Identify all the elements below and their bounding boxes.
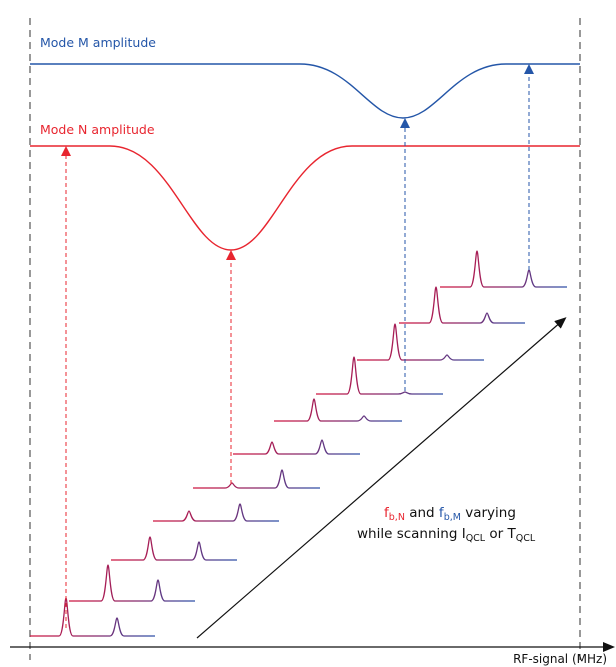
i-qcl-subscript: QCL bbox=[466, 533, 486, 544]
f-bn-symbol: f bbox=[384, 505, 390, 521]
f-bn-subscript: b,N bbox=[389, 512, 405, 523]
beat-note-spectrum-trace-2 bbox=[69, 564, 195, 602]
x-axis-label: RF-signal (MHz) bbox=[513, 652, 607, 666]
beat-note-spectrum-trace-3 bbox=[111, 536, 237, 561]
beat-note-spectrum-trace-11 bbox=[440, 250, 567, 288]
f-bm-subscript: b,M bbox=[444, 512, 461, 523]
mode-n-label: Mode N amplitude bbox=[40, 122, 155, 137]
scan-direction-arrow bbox=[196, 317, 567, 639]
mode-m-label: Mode M amplitude bbox=[40, 35, 156, 50]
varying-text: varying bbox=[461, 505, 516, 521]
beat-note-spectrum-trace-1 bbox=[30, 597, 155, 637]
beat-note-spectrum-trace-5 bbox=[193, 469, 320, 489]
f-bm-symbol: f bbox=[439, 505, 445, 521]
beat-note-spectrum-trace-10 bbox=[399, 286, 525, 324]
t-qcl-subscript: QCL bbox=[516, 533, 536, 544]
beat-note-spectrum-trace-7 bbox=[274, 398, 402, 422]
beat-note-spectrum-trace-8 bbox=[316, 356, 443, 395]
beat-note-spectra bbox=[30, 250, 567, 637]
mode-m-amplitude-curve bbox=[30, 63, 580, 119]
beat-note-spectrum-trace-6 bbox=[233, 439, 360, 455]
scanning-text: while scanning I bbox=[357, 526, 466, 542]
beat-note-spectrum-trace-4 bbox=[153, 503, 279, 522]
annotation-line-2: while scanning IQCL or TQCL bbox=[357, 526, 536, 544]
and-text: and bbox=[405, 505, 439, 521]
or-text: or T bbox=[485, 526, 516, 542]
beat-note-spectrum-trace-9 bbox=[357, 323, 484, 361]
mode-n-amplitude-curve bbox=[30, 145, 580, 251]
annotation-line-1: fb,N and fb,M varying bbox=[384, 505, 516, 523]
